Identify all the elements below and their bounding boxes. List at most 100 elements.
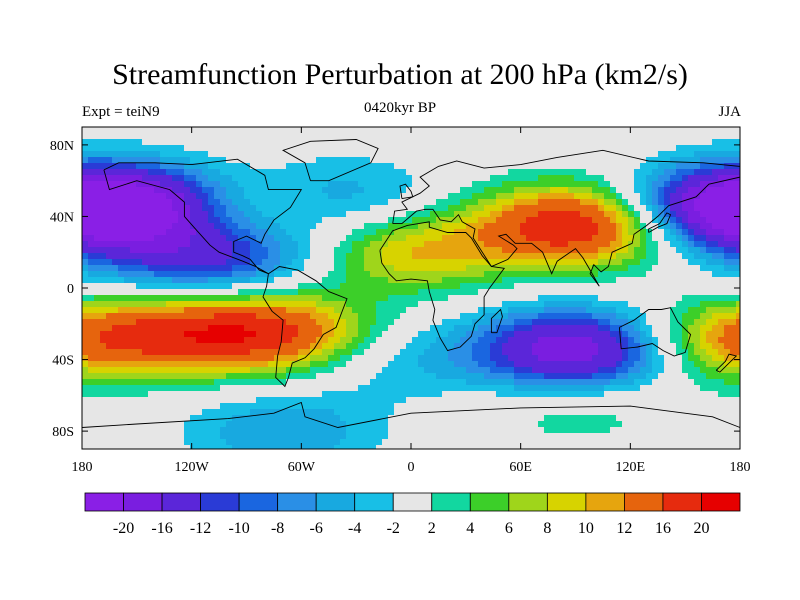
field-cell	[412, 133, 419, 140]
field-cell	[574, 187, 581, 194]
field-cell	[202, 205, 209, 212]
field-cell	[196, 217, 203, 224]
field-cell	[424, 235, 431, 242]
field-cell	[208, 307, 215, 314]
field-cell	[262, 385, 269, 392]
field-cell	[202, 403, 209, 410]
field-cell	[508, 223, 515, 230]
field-cell	[166, 367, 173, 374]
field-cell	[460, 175, 467, 182]
field-cell	[352, 277, 359, 284]
field-cell	[610, 289, 617, 296]
field-cell	[424, 349, 431, 356]
field-cell	[412, 409, 419, 416]
field-cell	[364, 235, 371, 242]
field-cell	[370, 151, 377, 158]
field-cell	[610, 265, 617, 272]
field-cell	[484, 409, 491, 416]
field-cell	[250, 385, 257, 392]
field-cell	[580, 127, 587, 134]
field-cell	[256, 211, 263, 218]
field-cell	[328, 415, 335, 422]
field-cell	[214, 181, 221, 188]
field-cell	[400, 133, 407, 140]
field-cell	[508, 163, 515, 170]
field-cell	[166, 223, 173, 230]
field-cell	[220, 217, 227, 224]
field-cell	[406, 313, 413, 320]
field-cell	[382, 307, 389, 314]
field-cell	[334, 331, 341, 338]
field-cell	[226, 199, 233, 206]
field-cell	[358, 403, 365, 410]
field-cell	[472, 253, 479, 260]
field-cell	[508, 157, 515, 164]
field-cell	[244, 385, 251, 392]
field-cell	[610, 283, 617, 290]
field-cell	[472, 199, 479, 206]
field-cell	[244, 283, 251, 290]
field-cell	[418, 379, 425, 386]
field-cell	[220, 349, 227, 356]
field-cell	[256, 409, 263, 416]
field-cell	[406, 259, 413, 266]
field-cell	[514, 187, 521, 194]
field-cell	[484, 223, 491, 230]
field-cell	[586, 229, 593, 236]
field-cell	[370, 421, 377, 428]
field-cell	[394, 409, 401, 416]
field-cell	[598, 433, 605, 440]
field-cell	[346, 223, 353, 230]
field-cell	[196, 313, 203, 320]
field-cell	[346, 253, 353, 260]
field-cell	[322, 157, 329, 164]
field-cell	[610, 259, 617, 266]
field-cell	[568, 193, 575, 200]
field-cell	[130, 223, 137, 230]
field-cell	[166, 343, 173, 350]
field-cell	[496, 445, 503, 450]
field-cell	[436, 259, 443, 266]
field-cell	[436, 199, 443, 206]
field-cell	[298, 229, 305, 236]
field-cell	[328, 271, 335, 278]
field-cell	[142, 229, 149, 236]
field-cell	[328, 265, 335, 272]
field-cell	[538, 445, 545, 450]
field-cell	[358, 271, 365, 278]
field-cell	[196, 307, 203, 314]
field-cell	[100, 367, 107, 374]
field-cell	[82, 265, 89, 272]
field-cell	[616, 295, 623, 302]
field-cell	[340, 175, 347, 182]
field-cell	[604, 391, 611, 398]
field-cell	[334, 367, 341, 374]
field-cell	[634, 217, 641, 224]
field-cell	[412, 301, 419, 308]
field-cell	[148, 403, 155, 410]
field-cell	[208, 325, 215, 332]
field-cell	[196, 385, 203, 392]
field-cell	[526, 127, 533, 134]
field-cell	[334, 265, 341, 272]
field-cell	[616, 439, 623, 446]
field-cell	[304, 187, 311, 194]
field-cell	[430, 217, 437, 224]
field-cell	[268, 367, 275, 374]
field-cell	[280, 289, 287, 296]
field-cell	[388, 367, 395, 374]
field-cell	[136, 319, 143, 326]
field-cell	[106, 313, 113, 320]
field-cell	[244, 205, 251, 212]
field-cell	[112, 187, 119, 194]
field-cell	[334, 445, 341, 450]
field-cell	[148, 373, 155, 380]
field-cell	[610, 427, 617, 434]
field-cell	[610, 445, 617, 450]
field-cell	[586, 175, 593, 182]
field-cell	[112, 349, 119, 356]
field-cell	[622, 295, 629, 302]
field-cell	[274, 337, 281, 344]
field-cell	[550, 307, 557, 314]
field-cell	[424, 157, 431, 164]
